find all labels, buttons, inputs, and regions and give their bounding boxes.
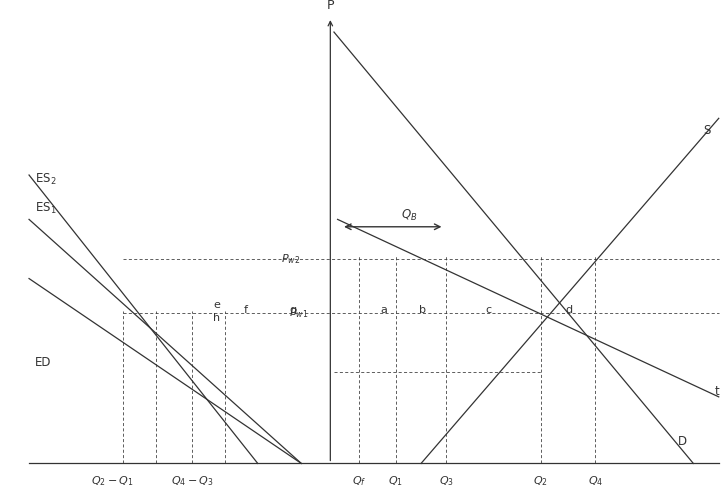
Text: a: a: [380, 305, 387, 315]
Text: $Q_4$: $Q_4$: [587, 474, 603, 488]
Text: b: b: [419, 305, 426, 315]
Text: $Q_3$: $Q_3$: [439, 474, 454, 488]
Text: S: S: [703, 124, 710, 137]
Text: P: P: [327, 0, 334, 12]
Text: ES$_2$: ES$_2$: [35, 173, 57, 187]
Text: f: f: [243, 305, 248, 315]
Text: h: h: [213, 314, 220, 323]
Text: t: t: [715, 386, 720, 398]
Text: $P_{w1}$: $P_{w1}$: [288, 306, 308, 320]
Text: $Q_2-Q_1$: $Q_2-Q_1$: [91, 474, 134, 488]
Text: g: g: [289, 305, 296, 315]
Text: D: D: [678, 435, 688, 448]
Text: c: c: [486, 305, 492, 315]
Text: ED: ED: [35, 356, 52, 369]
Text: $Q_B$: $Q_B$: [401, 208, 417, 223]
Text: $Q_1$: $Q_1$: [388, 474, 403, 488]
Text: $Q_2$: $Q_2$: [534, 474, 548, 488]
Text: $Q_f$: $Q_f$: [352, 474, 367, 488]
Text: e: e: [213, 300, 220, 310]
Text: d: d: [566, 305, 573, 315]
Text: ES$_1$: ES$_1$: [35, 201, 57, 215]
Text: $Q_4-Q_3$: $Q_4-Q_3$: [171, 474, 213, 488]
Text: $P_{w2}$: $P_{w2}$: [281, 252, 300, 266]
